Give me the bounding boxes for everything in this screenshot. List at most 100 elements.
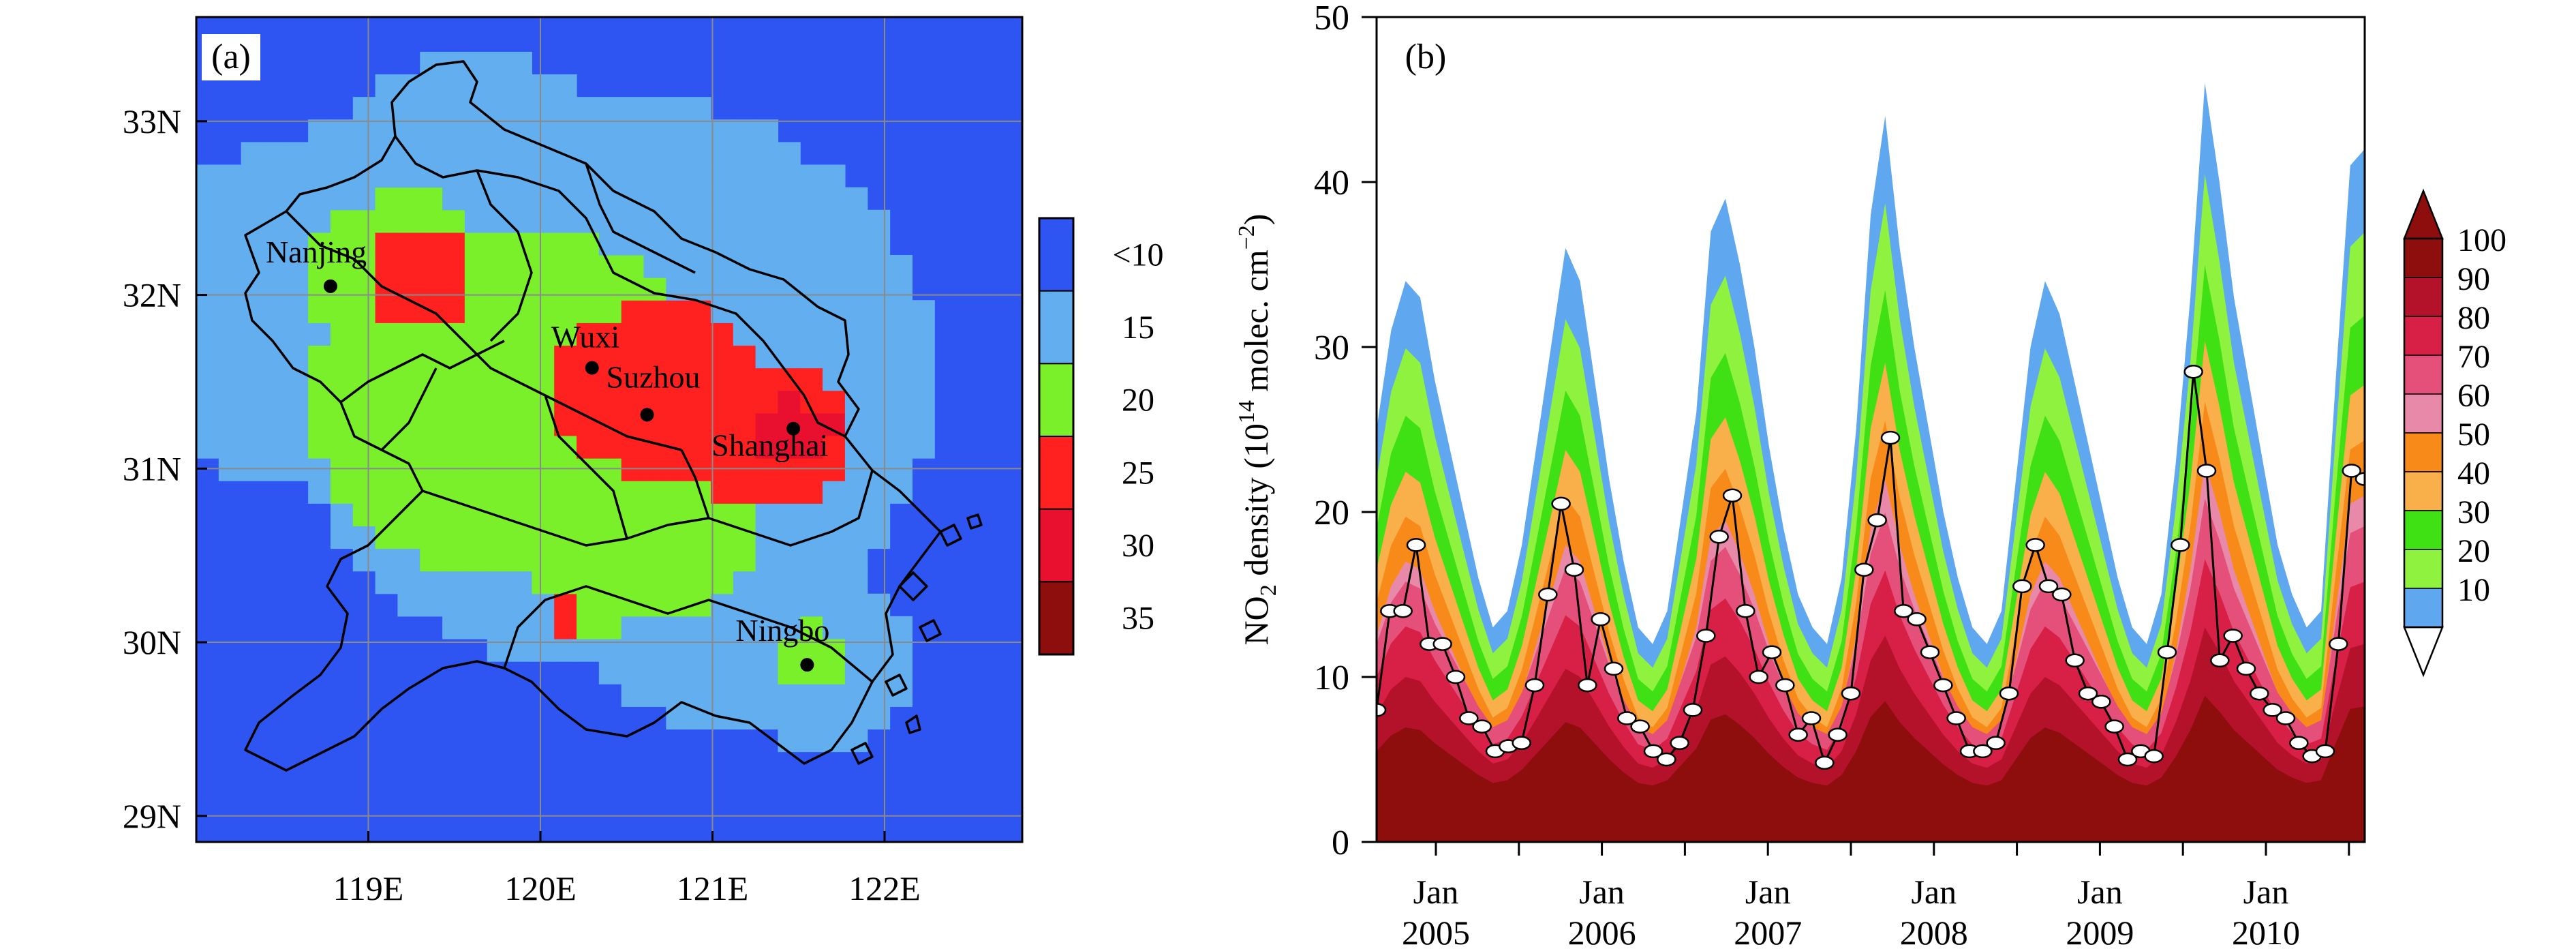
grid-cell (308, 164, 331, 188)
grid-cell (308, 435, 331, 459)
grid-cell (800, 593, 823, 617)
grid-cell (509, 458, 532, 481)
grid-cell (889, 345, 913, 369)
mean-point (1617, 711, 1637, 725)
grid-cell (263, 164, 286, 188)
grid-cell (621, 390, 645, 414)
colorbar-swatch (2404, 432, 2443, 472)
grid-cell (218, 435, 242, 459)
province-border-2 (285, 210, 682, 451)
grid-cell (420, 435, 443, 459)
grid-cell (688, 119, 711, 143)
grid-cell (196, 390, 219, 414)
grid-cell (778, 142, 801, 166)
grid-cell (241, 458, 264, 481)
grid-cell (509, 322, 532, 346)
city-label-suzhou: Suzhou (607, 359, 701, 394)
grid-cell (688, 548, 711, 572)
grid-cell (643, 254, 666, 278)
grid-cell (598, 435, 622, 459)
province-border-8 (680, 449, 710, 519)
grid-cell (554, 435, 577, 459)
grid-cell (375, 74, 399, 97)
grid-cell (666, 345, 689, 369)
grid-cell (733, 277, 756, 301)
grid-cell (509, 51, 532, 75)
grid-cell (912, 300, 935, 323)
grid-cell (420, 232, 443, 256)
grid-cell (666, 390, 689, 414)
grid-cell (554, 232, 577, 256)
grid-cell (800, 616, 823, 639)
grid-cell (442, 277, 465, 301)
grid-cell (621, 661, 645, 684)
grid-cell (577, 481, 600, 504)
colorbar-frame (1038, 217, 1075, 656)
grid-cell (554, 458, 577, 481)
grid-cell (487, 548, 510, 572)
grid-cell (375, 209, 399, 233)
grid-cell (330, 119, 354, 143)
grid-cell (420, 74, 443, 97)
grid-cell (666, 187, 689, 211)
grid-cell (598, 345, 622, 369)
grid-cell (509, 390, 532, 414)
grid-cell (442, 435, 465, 459)
grid-cell (286, 300, 309, 323)
grid-cell (263, 277, 286, 301)
grid-cell (823, 277, 846, 301)
grid-cell (509, 142, 532, 166)
panel-a-label-bg (202, 34, 260, 80)
grid-cell (598, 481, 622, 504)
grid-cell (532, 481, 555, 504)
grid-cell (509, 97, 532, 120)
grid-cell (598, 367, 622, 391)
grid-cell (666, 322, 689, 346)
mean-point (1524, 678, 1545, 693)
grid-cell (800, 254, 823, 278)
x-tick-year: 2006 (1568, 914, 1636, 949)
grid-cell (509, 593, 532, 617)
grid-cell (420, 97, 443, 120)
grid-cell (844, 412, 868, 436)
mean-point (2183, 365, 2203, 379)
grid-cell (688, 254, 711, 278)
grid-cell (263, 300, 286, 323)
mean-point (2012, 579, 2032, 594)
grid-cell (263, 390, 286, 414)
grid-cell (218, 254, 242, 278)
mean-point (2250, 686, 2269, 701)
mean-point (1815, 755, 1835, 770)
grid-cell (688, 435, 711, 459)
grid-cell (286, 322, 309, 346)
grid-cell (464, 187, 488, 211)
grid-cell (420, 322, 443, 346)
grid-cell (218, 458, 242, 481)
grid-cell (666, 300, 689, 323)
x-tick-year: 2009 (2066, 914, 2134, 949)
grid-cell (375, 322, 399, 346)
colorbar-swatch (1039, 508, 1074, 583)
grid-cell (554, 254, 577, 278)
grid-cell (844, 571, 868, 594)
grid-cell (755, 593, 779, 617)
mean-point (1854, 562, 1874, 577)
grid-cell (867, 277, 891, 301)
grid-cell (509, 74, 532, 97)
grid-cell (577, 119, 600, 143)
grid-cell (308, 390, 331, 414)
x-tick-label: 119E (333, 869, 404, 907)
panel-a-label: (a) (211, 37, 251, 76)
province-border-6 (585, 163, 696, 274)
grid-cell (263, 367, 286, 391)
grid-cell (464, 322, 488, 346)
mean-point (1643, 744, 1663, 759)
grid-cell (577, 616, 600, 639)
grid-cell (710, 345, 734, 369)
grid-cell (823, 458, 846, 481)
colorbar-label: 10 (2457, 572, 2490, 608)
grid-cell (286, 435, 309, 459)
grid-cell (778, 164, 801, 188)
grid-cell (196, 412, 219, 436)
grid-cell (666, 571, 689, 594)
